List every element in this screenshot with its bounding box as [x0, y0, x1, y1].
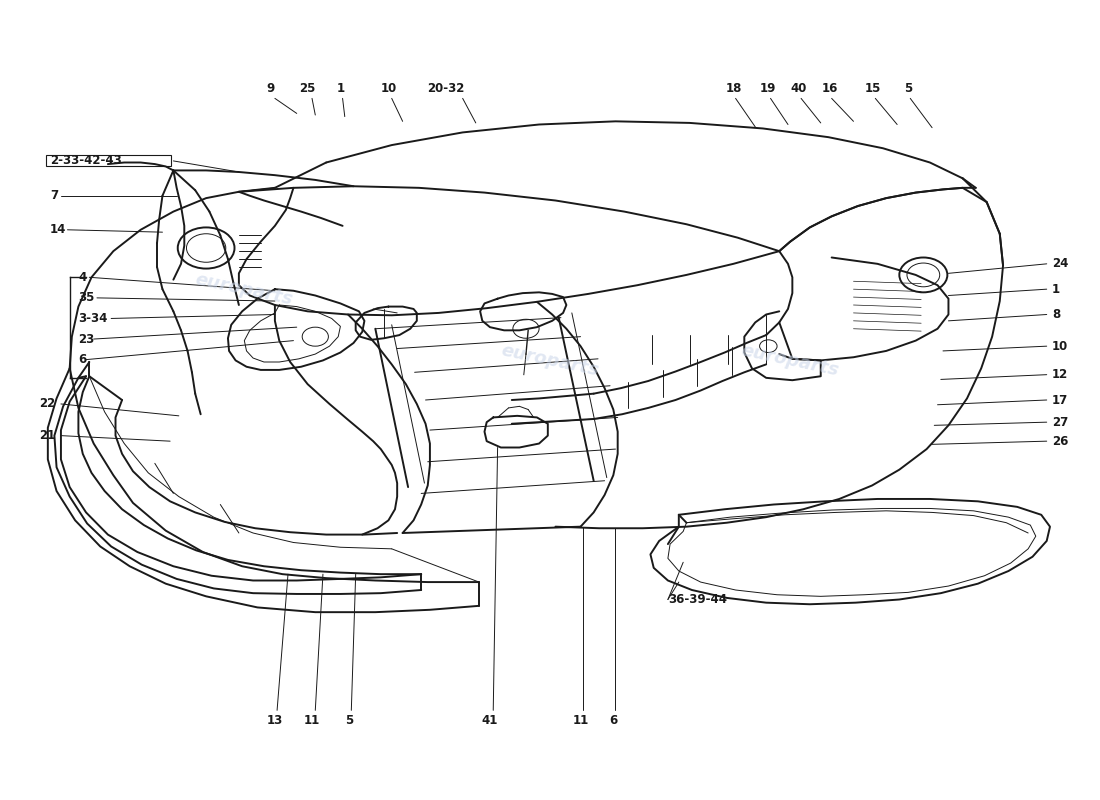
- Text: 15: 15: [865, 82, 881, 95]
- Text: 13: 13: [267, 714, 283, 727]
- Text: 11: 11: [304, 714, 320, 727]
- Text: 25: 25: [299, 82, 316, 95]
- Text: 3-34: 3-34: [78, 312, 108, 325]
- Text: 17: 17: [1053, 394, 1068, 406]
- Text: europarts: europarts: [739, 342, 840, 379]
- Text: 9: 9: [266, 82, 275, 95]
- Text: 8: 8: [1053, 308, 1060, 321]
- Text: 21: 21: [40, 429, 55, 442]
- Text: 27: 27: [1053, 416, 1068, 429]
- Text: 4: 4: [78, 270, 87, 284]
- Text: 5: 5: [904, 82, 912, 95]
- Text: 1: 1: [337, 82, 344, 95]
- Text: 2-33-42-43: 2-33-42-43: [50, 154, 122, 167]
- Text: 16: 16: [822, 82, 838, 95]
- Text: 18: 18: [725, 82, 741, 95]
- Text: 6: 6: [609, 714, 617, 727]
- Bar: [45, 154, 172, 166]
- Text: 7: 7: [50, 190, 58, 202]
- Text: 22: 22: [40, 398, 55, 410]
- Text: 41: 41: [482, 714, 498, 727]
- Text: 11: 11: [572, 714, 588, 727]
- Text: 20-32: 20-32: [428, 82, 465, 95]
- Text: 35: 35: [78, 291, 95, 304]
- Text: 26: 26: [1053, 434, 1068, 448]
- Text: 10: 10: [1053, 340, 1068, 353]
- Text: 1: 1: [1053, 282, 1060, 296]
- Text: europarts: europarts: [194, 270, 295, 308]
- Text: 6: 6: [78, 353, 87, 366]
- Text: 40: 40: [791, 82, 807, 95]
- Text: 10: 10: [381, 82, 397, 95]
- Text: 23: 23: [78, 333, 95, 346]
- Text: 14: 14: [50, 223, 66, 236]
- Text: 24: 24: [1053, 258, 1068, 270]
- Text: europarts: europarts: [499, 342, 601, 379]
- Text: 19: 19: [760, 82, 777, 95]
- Text: 36-39-44: 36-39-44: [668, 593, 727, 606]
- Text: 5: 5: [345, 714, 353, 727]
- Text: 12: 12: [1053, 368, 1068, 381]
